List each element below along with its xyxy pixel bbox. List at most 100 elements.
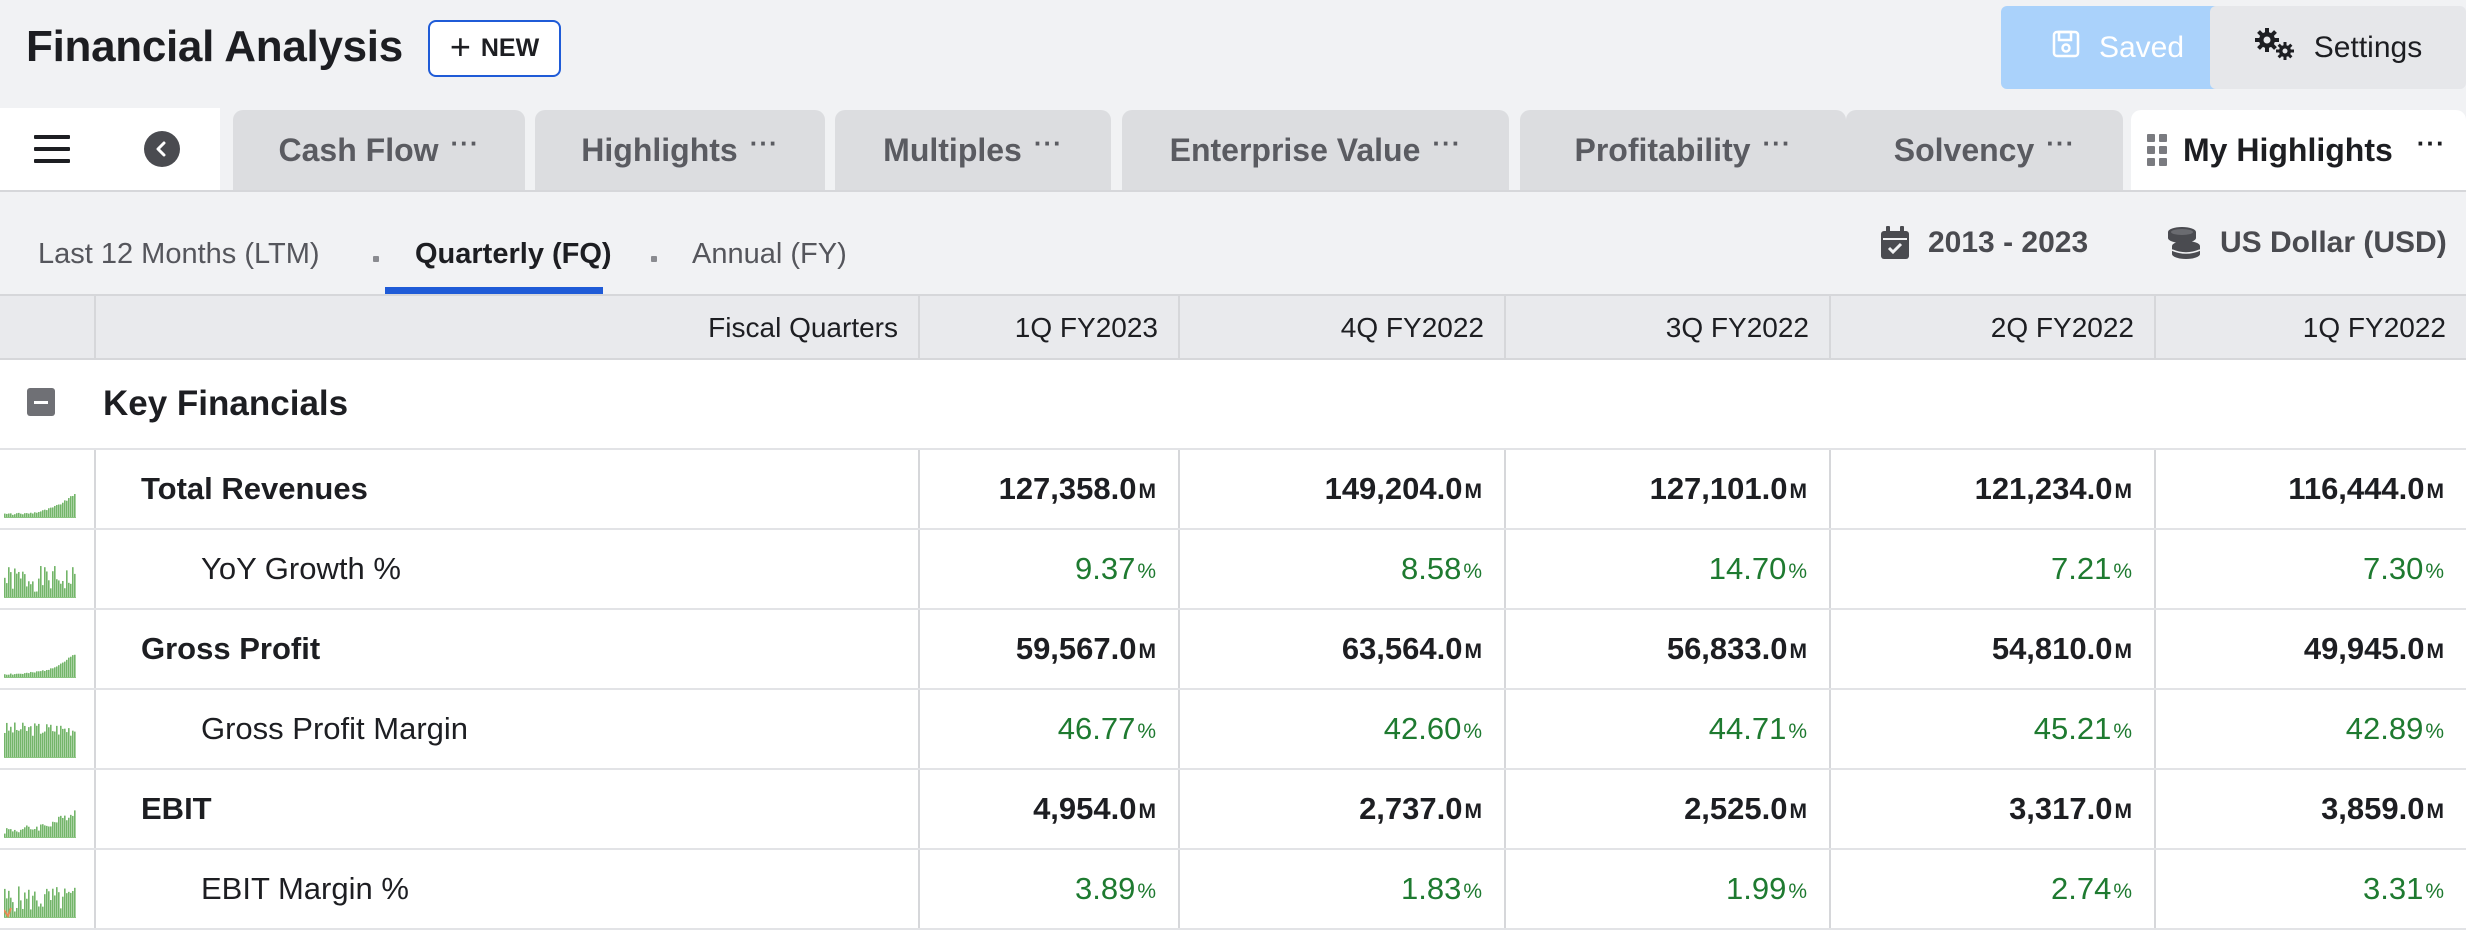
sparkline[interactable] bbox=[0, 530, 96, 608]
value-cell[interactable]: 59,567.0 M bbox=[920, 610, 1180, 688]
value-cell[interactable]: 3,859.0 M bbox=[2156, 770, 2466, 848]
value-cell[interactable]: 3.89% bbox=[920, 850, 1180, 928]
value-cell[interactable]: 9.37% bbox=[920, 530, 1180, 608]
value-text: 2.74 bbox=[2050, 871, 2112, 906]
currency-selector[interactable]: US Dollar (USD) bbox=[2166, 226, 2447, 260]
value-cell[interactable]: 44.71% bbox=[1506, 690, 1831, 768]
sparkline[interactable] bbox=[0, 450, 96, 528]
column-header[interactable]: 4Q FY2022 bbox=[1180, 296, 1506, 360]
value-cell[interactable]: 149,204.0 M bbox=[1180, 450, 1506, 528]
row-label: Gross Profit bbox=[96, 610, 920, 688]
value-cell[interactable]: 121,234.0 M bbox=[1831, 450, 2156, 528]
column-header[interactable]: 1Q FY2023 bbox=[920, 296, 1180, 360]
value-cell[interactable]: 8.58% bbox=[1180, 530, 1506, 608]
sparkline-chart bbox=[4, 722, 76, 758]
value-cell[interactable]: 1.83% bbox=[1180, 850, 1506, 928]
tab-label: Solvency bbox=[1893, 131, 2035, 168]
value-text: 1.83 bbox=[1400, 871, 1462, 906]
value-cell[interactable]: 2,737.0 M bbox=[1180, 770, 1506, 848]
column-header[interactable]: 2Q FY2022 bbox=[1831, 296, 2156, 360]
value-cell[interactable]: 2,525.0 M bbox=[1506, 770, 1831, 848]
sparkline[interactable] bbox=[0, 610, 96, 688]
saved-button[interactable]: Saved bbox=[2001, 6, 2234, 89]
more-icon[interactable]: ··· bbox=[2046, 127, 2076, 158]
tab-multiples[interactable]: Multiples ··· bbox=[835, 110, 1111, 190]
value-cell[interactable]: 14.70% bbox=[1506, 530, 1831, 608]
active-period-indicator bbox=[385, 287, 603, 294]
table-row[interactable]: YoY Growth % 9.37% 8.58% 14.70% 7.21% 7.30% bbox=[0, 530, 2466, 610]
more-icon[interactable]: ··· bbox=[2416, 127, 2446, 158]
tab-my-highlights[interactable]: My Highlights ··· bbox=[2131, 110, 2466, 190]
tabs-scroll-left-button[interactable] bbox=[103, 108, 220, 190]
value-cell[interactable]: 2.74% bbox=[1831, 850, 2156, 928]
unit-text: M bbox=[1464, 640, 1483, 663]
tab-strip: Cash Flow ··· Highlights ··· Multiples ·… bbox=[0, 108, 2466, 190]
unit-text: M bbox=[1138, 640, 1157, 663]
value-cell[interactable]: 63,564.0 M bbox=[1180, 610, 1506, 688]
period-annual[interactable]: Annual (FY) bbox=[692, 238, 847, 270]
tab-label: Cash Flow bbox=[278, 131, 439, 168]
table-row[interactable]: Total Revenues 127,358.0 M 149,204.0 M 127,10… bbox=[0, 450, 2466, 530]
settings-button[interactable]: Settings bbox=[2210, 6, 2466, 89]
value-cell[interactable]: 54,810.0 M bbox=[1831, 610, 2156, 688]
value-cell[interactable]: 56,833.0 M bbox=[1506, 610, 1831, 688]
value-cell[interactable]: 42.89% bbox=[2156, 690, 2466, 768]
value-text: 63,564.0 bbox=[1341, 631, 1463, 666]
collapse-icon[interactable] bbox=[27, 388, 55, 416]
table-row[interactable]: EBIT Margin % 3.89% 1.83% 1.99% 2.74% 3.31% bbox=[0, 850, 2466, 930]
sparkline[interactable] bbox=[0, 770, 96, 848]
unit-text: % bbox=[1137, 560, 1156, 583]
value-cell[interactable]: 7.21% bbox=[1831, 530, 2156, 608]
period-ltm[interactable]: Last 12 Months (LTM) bbox=[38, 238, 320, 270]
row-label: EBIT Margin % bbox=[96, 850, 920, 928]
more-icon[interactable]: ··· bbox=[450, 127, 480, 158]
value-cell[interactable]: 49,945.0 M bbox=[2156, 610, 2466, 688]
tab-cash-flow[interactable]: Cash Flow ··· bbox=[233, 110, 525, 190]
value-cell[interactable]: 42.60% bbox=[1180, 690, 1506, 768]
tab-solvency[interactable]: Solvency ··· bbox=[1846, 110, 2123, 190]
value-cell[interactable]: 3,317.0 M bbox=[1831, 770, 2156, 848]
menu-button[interactable] bbox=[0, 108, 103, 190]
value-text: 54,810.0 bbox=[1991, 631, 2113, 666]
unit-text: % bbox=[2113, 560, 2132, 583]
more-icon[interactable]: ··· bbox=[1432, 127, 1462, 158]
value-cell[interactable]: 1.99% bbox=[1506, 850, 1831, 928]
row-label: Total Revenues bbox=[96, 450, 920, 528]
table-row[interactable]: Gross Profit Margin 46.77% 42.60% 44.71% 45.… bbox=[0, 690, 2466, 770]
unit-text: M bbox=[1789, 480, 1808, 503]
currency-label: US Dollar (USD) bbox=[2220, 226, 2447, 259]
tab-highlights[interactable]: Highlights ··· bbox=[535, 110, 825, 190]
tab-profitability[interactable]: Profitability ··· bbox=[1520, 110, 1846, 190]
column-header[interactable]: 1Q FY2022 bbox=[2302, 312, 2446, 343]
value-cell[interactable]: 116,444.0 M bbox=[2156, 450, 2466, 528]
new-button[interactable]: + NEW bbox=[428, 20, 561, 77]
more-icon[interactable]: ··· bbox=[1762, 127, 1792, 158]
value-cell[interactable]: 7.30% bbox=[2156, 530, 2466, 608]
drag-grip-icon[interactable] bbox=[2147, 134, 2167, 166]
value-text: 46.77 bbox=[1057, 711, 1136, 746]
more-icon[interactable]: ··· bbox=[749, 127, 779, 158]
column-header[interactable]: 3Q FY2022 bbox=[1506, 296, 1831, 360]
period-quarterly[interactable]: Quarterly (FQ) bbox=[415, 238, 612, 270]
sparkline-chart bbox=[4, 810, 76, 838]
value-cell[interactable]: 127,101.0 M bbox=[1506, 450, 1831, 528]
value-cell[interactable]: 46.77% bbox=[920, 690, 1180, 768]
date-range-selector[interactable]: 2013 - 2023 bbox=[1880, 226, 2088, 260]
value-cell[interactable]: 45.21% bbox=[1831, 690, 2156, 768]
tab-label: My Highlights bbox=[2183, 131, 2393, 168]
value-cell[interactable]: 127,358.0 M bbox=[920, 450, 1180, 528]
table-row[interactable]: EBIT 4,954.0 M 2,737.0 M 2,525.0 M 3,317.0 M 3,85… bbox=[0, 770, 2466, 850]
tab-enterprise-value[interactable]: Enterprise Value ··· bbox=[1122, 110, 1509, 190]
tab-label: Profitability bbox=[1574, 131, 1751, 168]
sparkline[interactable] bbox=[0, 690, 96, 768]
sparkline[interactable] bbox=[0, 850, 96, 928]
sparkline-chart bbox=[4, 494, 76, 518]
more-icon[interactable]: ··· bbox=[1033, 127, 1063, 158]
app-header: Financial Analysis + NEW Saved bbox=[0, 0, 2466, 98]
unit-text: M bbox=[2426, 640, 2445, 663]
value-cell[interactable]: 4,954.0 M bbox=[920, 770, 1180, 848]
save-icon bbox=[2051, 29, 2081, 67]
value-text: 8.58 bbox=[1400, 551, 1462, 586]
value-cell[interactable]: 3.31% bbox=[2156, 850, 2466, 928]
table-row[interactable]: Gross Profit 59,567.0 M 63,564.0 M 56,833.0 M 5… bbox=[0, 610, 2466, 690]
